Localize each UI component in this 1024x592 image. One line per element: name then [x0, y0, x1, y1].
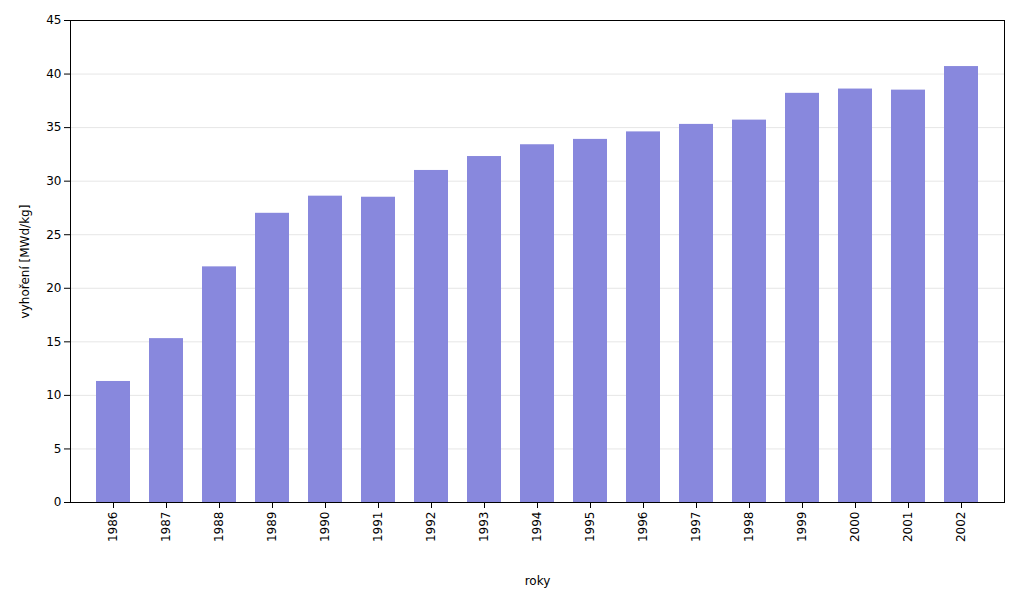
svg-text:1991: 1991: [371, 512, 385, 543]
svg-text:1986: 1986: [106, 512, 120, 543]
svg-text:45: 45: [46, 13, 61, 27]
svg-text:2002: 2002: [954, 512, 968, 543]
svg-text:35: 35: [46, 120, 61, 134]
svg-text:30: 30: [46, 174, 61, 188]
svg-text:1987: 1987: [159, 512, 173, 543]
svg-text:1988: 1988: [212, 512, 226, 543]
svg-text:roky: roky: [525, 574, 551, 588]
svg-text:1996: 1996: [636, 512, 650, 543]
svg-text:vyhoření [MWd/kg]: vyhoření [MWd/kg]: [18, 205, 32, 319]
svg-text:1995: 1995: [583, 512, 597, 543]
svg-text:1998: 1998: [742, 512, 756, 543]
svg-text:1993: 1993: [477, 512, 491, 543]
svg-text:1990: 1990: [318, 512, 332, 543]
svg-text:2001: 2001: [901, 512, 915, 543]
svg-text:1997: 1997: [689, 512, 703, 543]
svg-text:0: 0: [54, 495, 62, 509]
svg-text:1989: 1989: [265, 512, 279, 543]
svg-text:15: 15: [46, 335, 61, 349]
svg-text:5: 5: [54, 442, 62, 456]
svg-text:1999: 1999: [795, 512, 809, 543]
svg-text:40: 40: [46, 67, 61, 81]
svg-text:1992: 1992: [424, 512, 438, 543]
svg-text:25: 25: [46, 228, 61, 242]
svg-text:20: 20: [46, 281, 61, 295]
svg-text:10: 10: [46, 388, 61, 402]
svg-text:1994: 1994: [530, 512, 544, 543]
svg-text:2000: 2000: [848, 512, 862, 543]
